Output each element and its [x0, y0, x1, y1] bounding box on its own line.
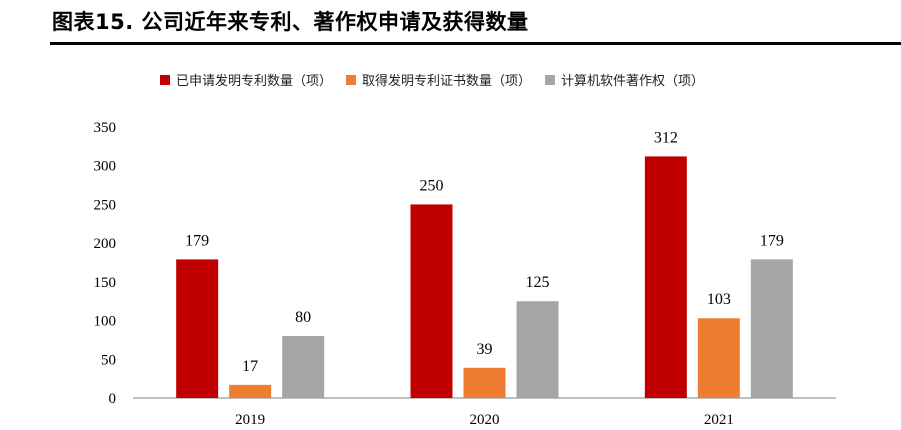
data-label-2019-series-3: 80 — [295, 309, 311, 326]
x-tick-label-2019: 2019 — [235, 412, 265, 428]
legend-swatch-software-copyrights — [545, 74, 556, 85]
x-tick-label-2021: 2021 — [704, 412, 734, 428]
legend-swatch-granted-patents — [346, 74, 357, 85]
y-tick-label: 0 — [109, 391, 117, 407]
legend-label-software-copyrights: 计算机软件著作权（项） — [561, 74, 705, 89]
data-label-2020-series-2: 39 — [477, 341, 493, 358]
y-tick-label: 250 — [94, 197, 117, 213]
bar-2019-series-2 — [229, 384, 272, 398]
data-label-2020-series-3: 125 — [526, 274, 550, 291]
bar-2019-series-1 — [176, 259, 219, 398]
data-label-2021-series-3: 179 — [760, 232, 784, 249]
y-tick-label: 300 — [94, 159, 117, 175]
bar-2021-series-2 — [697, 318, 740, 398]
y-tick-label: 50 — [101, 352, 116, 368]
bar-2019-series-3 — [282, 336, 325, 398]
bar-2021-series-1 — [644, 156, 687, 398]
legend-item-granted-patents: 取得发明专利证书数量（项） — [346, 70, 531, 89]
legend-label-applied-patents: 已申请发明专利数量（项） — [176, 74, 333, 89]
bar-2020-series-3 — [516, 301, 559, 398]
legend-item-software-copyrights: 计算机软件著作权（项） — [545, 70, 704, 89]
legend-item-applied-patents: 已申请发明专利数量（项） — [160, 70, 332, 89]
legend-label-granted-patents: 取得发明专利证书数量（项） — [362, 74, 532, 89]
y-tick-label: 200 — [94, 236, 117, 252]
bar-2021-series-3 — [750, 259, 793, 398]
data-label-2019-series-2: 17 — [242, 358, 258, 375]
legend-swatch-applied-patents — [160, 74, 170, 85]
bar-2020-series-1 — [410, 204, 453, 398]
data-label-2019-series-1: 179 — [185, 232, 209, 249]
data-label-2021-series-2: 103 — [707, 291, 731, 308]
y-tick-label: 350 — [94, 120, 117, 136]
title-rule — [50, 42, 901, 45]
y-tick-label: 150 — [94, 275, 117, 291]
y-tick-label: 100 — [94, 314, 117, 330]
chart-legend: 已申请发明专利数量（项） 取得发明专利证书数量（项） 计算机软件著作权（项） — [160, 70, 718, 89]
data-label-2021-series-1: 312 — [654, 129, 678, 146]
figure-title: 图表15. 公司近年来专利、著作权申请及获得数量 — [52, 10, 529, 34]
bar-2020-series-2 — [463, 367, 506, 398]
data-label-2020-series-1: 250 — [420, 177, 444, 194]
x-tick-label-2020: 2020 — [470, 412, 500, 428]
